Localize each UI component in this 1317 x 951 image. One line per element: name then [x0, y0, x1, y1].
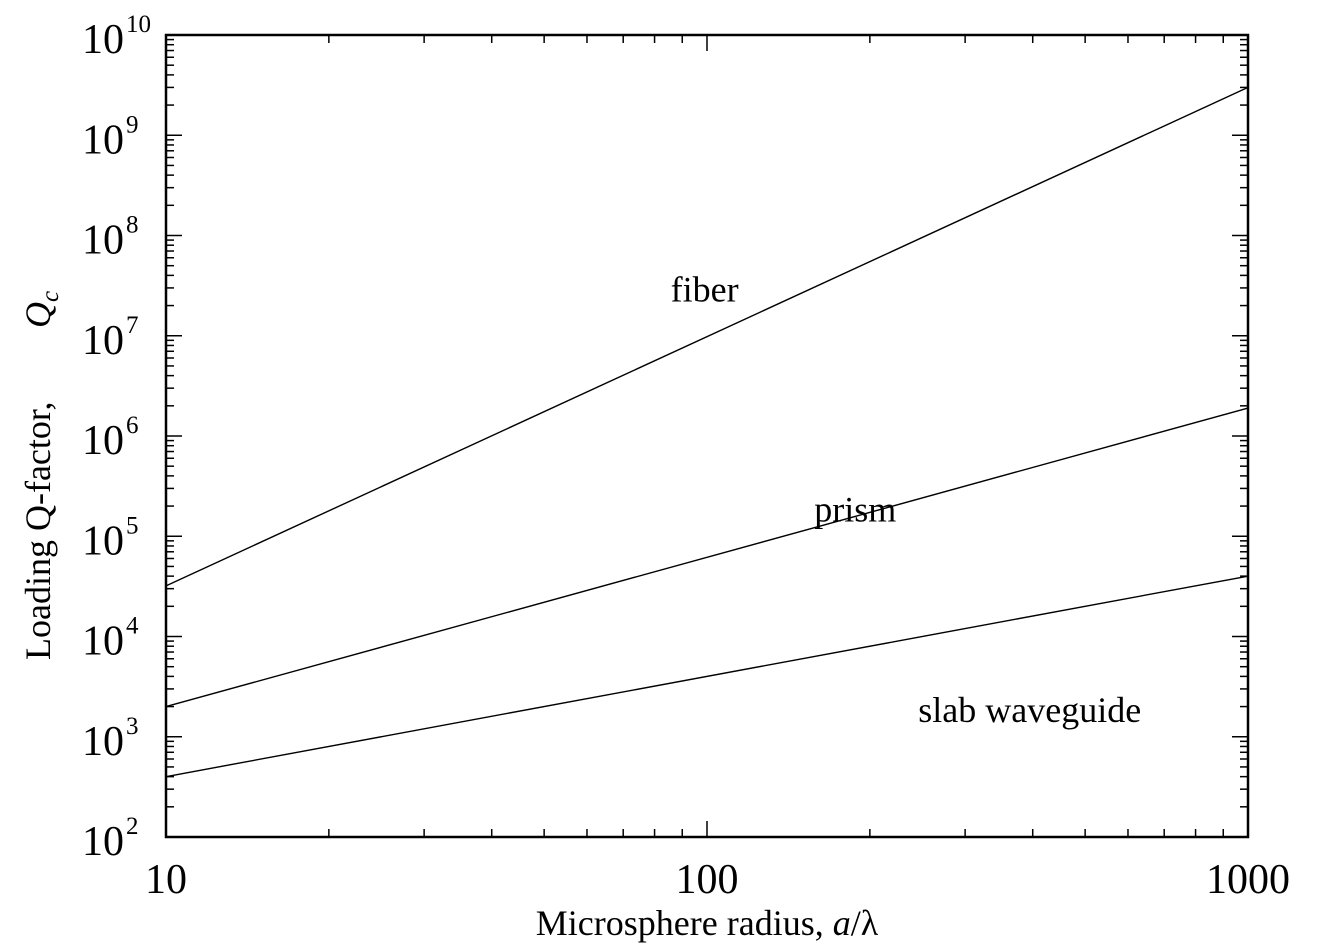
y-tick-label: 10	[82, 17, 124, 63]
x-axis-title-suffix: /λ	[851, 903, 879, 943]
y-tick-exponent: 6	[126, 412, 139, 439]
y-tick-exponent: 8	[126, 212, 139, 239]
series-line-slab-waveguide	[165, 575, 1249, 778]
y-tick-exponent: 3	[126, 713, 139, 740]
y-tick-label: 10	[82, 518, 124, 564]
y-tick-label: 10	[82, 819, 124, 865]
series-label-fiber: fiber	[671, 269, 739, 309]
series-line-fiber	[165, 86, 1249, 587]
series-lines	[165, 86, 1249, 778]
x-tick-label: 1000	[1206, 857, 1290, 903]
x-tick-label: 10	[145, 857, 187, 903]
y-tick-exponent: 10	[126, 11, 151, 38]
y-axis-title-text: Loading Q-factor,	[18, 402, 58, 660]
x-axis-title-prefix: Microsphere radius,	[536, 903, 833, 943]
y-tick-exponent: 9	[126, 111, 139, 138]
y-tick-label: 10	[82, 619, 124, 665]
plot-frame	[164, 33, 1250, 839]
y-axis-title-var: Q	[18, 302, 58, 328]
series-label-slab-waveguide: slab waveguide	[918, 690, 1141, 730]
y-tick-label: 10	[82, 318, 124, 364]
x-tick-label: 100	[676, 857, 739, 903]
y-tick-label: 10	[82, 117, 124, 163]
series-line-prism	[165, 407, 1249, 708]
x-tick-labels: 10 100 1000	[145, 857, 1290, 903]
y-axis-title: Loading Q-factor, Q c	[18, 291, 64, 660]
y-tick-label: 10	[82, 218, 124, 264]
minor-ticks	[166, 35, 1248, 837]
y-tick-exponent: 4	[126, 613, 139, 640]
series-labels: fiber prism slab waveguide	[671, 269, 1142, 730]
y-tick-label: 10	[82, 418, 124, 464]
series-label-prism: prism	[814, 490, 896, 530]
y-tick-exponent: 2	[126, 813, 139, 840]
y-tick-label: 10	[82, 719, 124, 765]
y-tick-exponent: 7	[126, 312, 139, 339]
x-axis-title-var: a	[833, 903, 851, 943]
y-tick-exponent: 5	[126, 512, 139, 539]
y-axis-title-sub: c	[37, 291, 64, 302]
x-axis-title: Microsphere radius, a/λ	[536, 903, 879, 943]
